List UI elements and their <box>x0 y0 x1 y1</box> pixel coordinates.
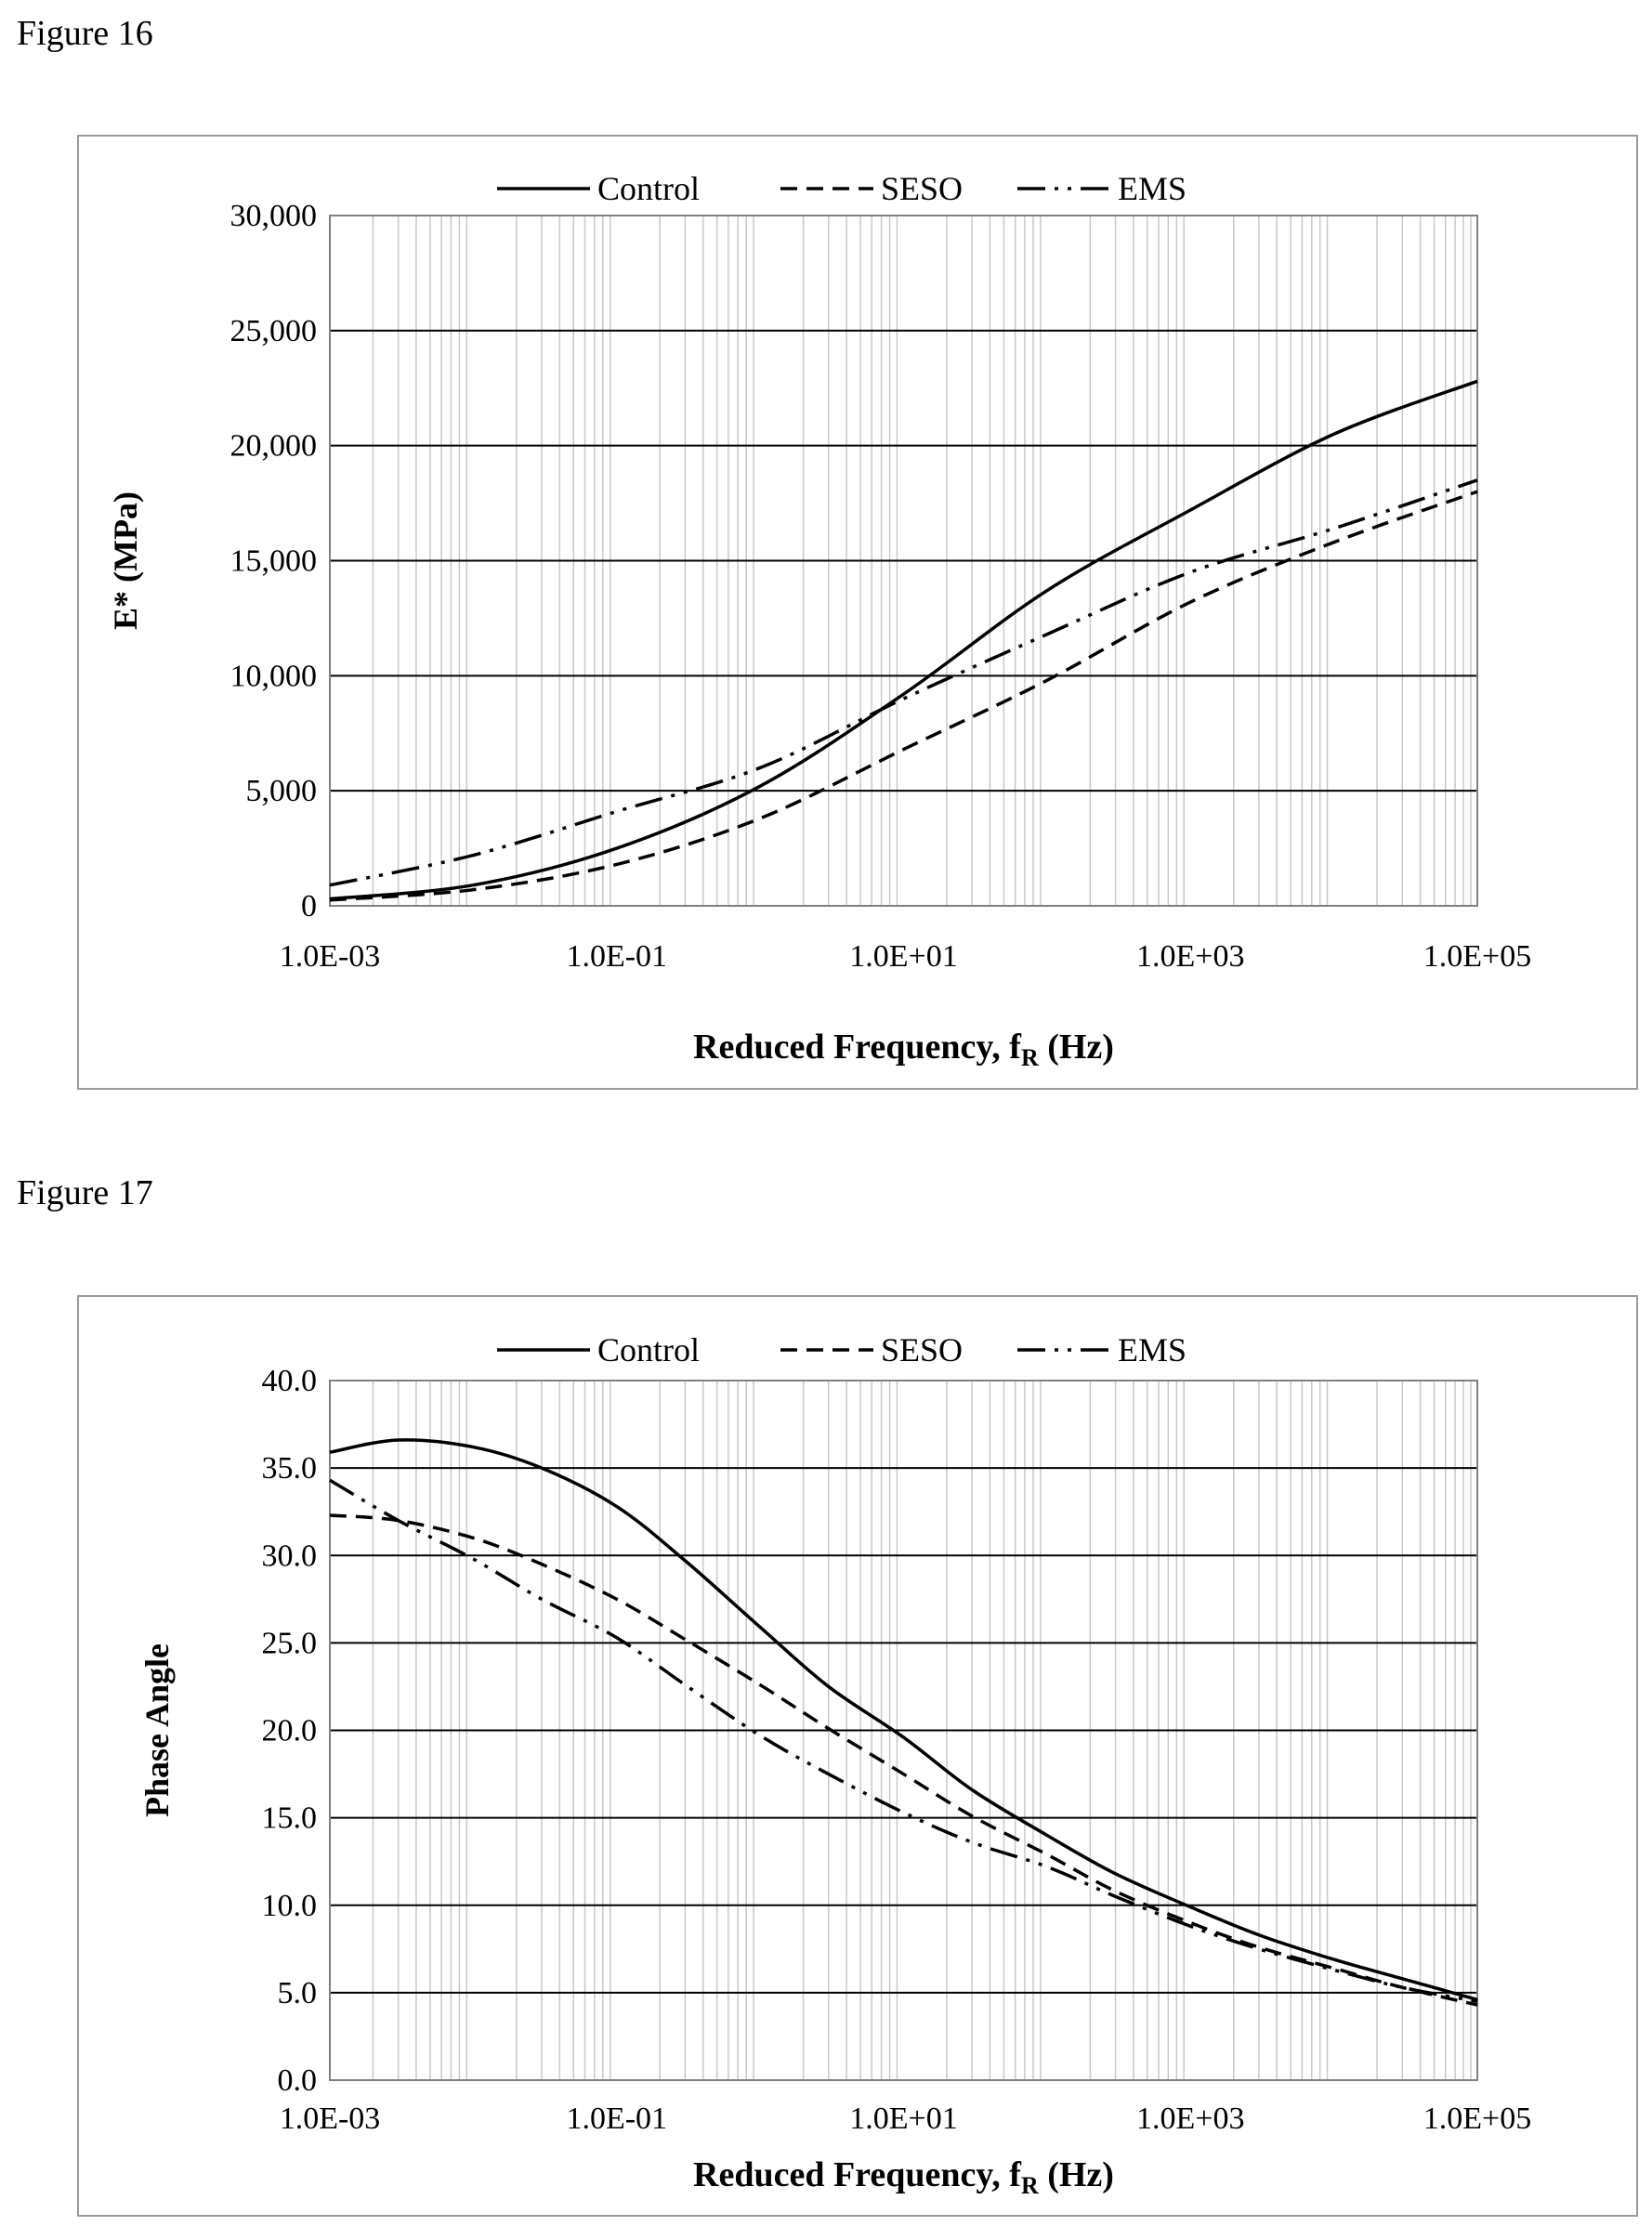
legend: Control SESO EMS <box>497 170 1187 207</box>
legend: Control SESO EMS <box>497 1331 1187 1368</box>
y-tick-label: 10,000 <box>230 659 318 693</box>
y-tick-label: 20,000 <box>230 429 318 464</box>
x-tick-label: 1.0E-03 <box>280 939 381 974</box>
y-tick-label: 5,000 <box>246 774 318 808</box>
y-tick-label: 20.0 <box>262 1714 318 1748</box>
y-tick-label: 40.0 <box>262 1364 318 1398</box>
y-tick-label: 25.0 <box>262 1626 318 1660</box>
x-axis-title: Reduced Frequency, fR (Hz) <box>693 1028 1114 1071</box>
series-line-seso <box>329 1513 1478 2007</box>
figure-17-chart: 0.0 5.0 10.0 15.0 20.0 25.0 30.0 35.0 40.0 1.0E-0… <box>77 1295 1638 2217</box>
legend-label-control: Control <box>597 170 700 207</box>
y-tick-label: 5.0 <box>278 1976 318 2010</box>
y-axis-title: E* (MPa) <box>107 491 144 630</box>
y-tick-label: 0 <box>301 889 317 923</box>
emodulus-chart-svg: 0 5,000 10,000 15,000 20,000 25,000 30,000 1.0E… <box>107 170 1531 1071</box>
series-line-ems <box>329 1478 1478 2004</box>
series-line-ems <box>329 478 1478 887</box>
x-axis-title: Reduced Frequency, fR (Hz) <box>693 2155 1114 2199</box>
plot-area <box>329 1380 1478 2081</box>
legend-label-control: Control <box>597 1331 700 1368</box>
x-tick-label: 1.0E-01 <box>566 939 667 974</box>
phase-angle-chart-svg: 0.0 5.0 10.0 15.0 20.0 25.0 30.0 35.0 40.0 1.0E-0… <box>138 1331 1531 2199</box>
legend-label-ems: EMS <box>1118 170 1187 207</box>
x-tick-label: 1.0E+03 <box>1136 939 1244 974</box>
y-tick-label: 35.0 <box>262 1451 318 1486</box>
x-tick-label: 1.0E-01 <box>566 2102 667 2136</box>
series-line-control <box>329 1438 1478 2002</box>
x-tick-label: 1.0E+03 <box>1136 2102 1244 2136</box>
x-tick-label: 1.0E+01 <box>849 2102 957 2136</box>
figure-17-label: Figure 17 <box>17 1173 153 1212</box>
y-tick-label: 15.0 <box>262 1801 318 1836</box>
x-tick-label: 1.0E+05 <box>1423 2102 1531 2136</box>
y-axis-title: Phase Angle <box>138 1643 176 1817</box>
gridlines <box>330 215 1477 907</box>
series-line-control <box>329 379 1478 901</box>
y-tick-label: 0.0 <box>278 2063 318 2098</box>
legend-label-ems: EMS <box>1118 1331 1187 1368</box>
series-line-seso <box>329 490 1478 902</box>
figure-16-chart: 0 5,000 10,000 15,000 20,000 25,000 30,000 1.0E… <box>77 135 1638 1090</box>
y-tick-label: 25,000 <box>230 314 318 348</box>
y-tick-label: 30,000 <box>230 199 318 233</box>
legend-label-seso: SESO <box>881 170 963 207</box>
x-tick-label: 1.0E-03 <box>280 2102 381 2136</box>
legend-label-seso: SESO <box>881 1331 963 1368</box>
gridlines <box>330 1380 1477 2081</box>
plot-area <box>329 215 1478 907</box>
x-tick-label: 1.0E+01 <box>849 939 957 974</box>
figure-16-label: Figure 16 <box>17 14 153 53</box>
y-tick-label: 30.0 <box>262 1539 318 1573</box>
y-tick-label: 10.0 <box>262 1889 318 1923</box>
y-tick-label: 15,000 <box>230 544 318 579</box>
x-tick-label: 1.0E+05 <box>1423 939 1531 974</box>
